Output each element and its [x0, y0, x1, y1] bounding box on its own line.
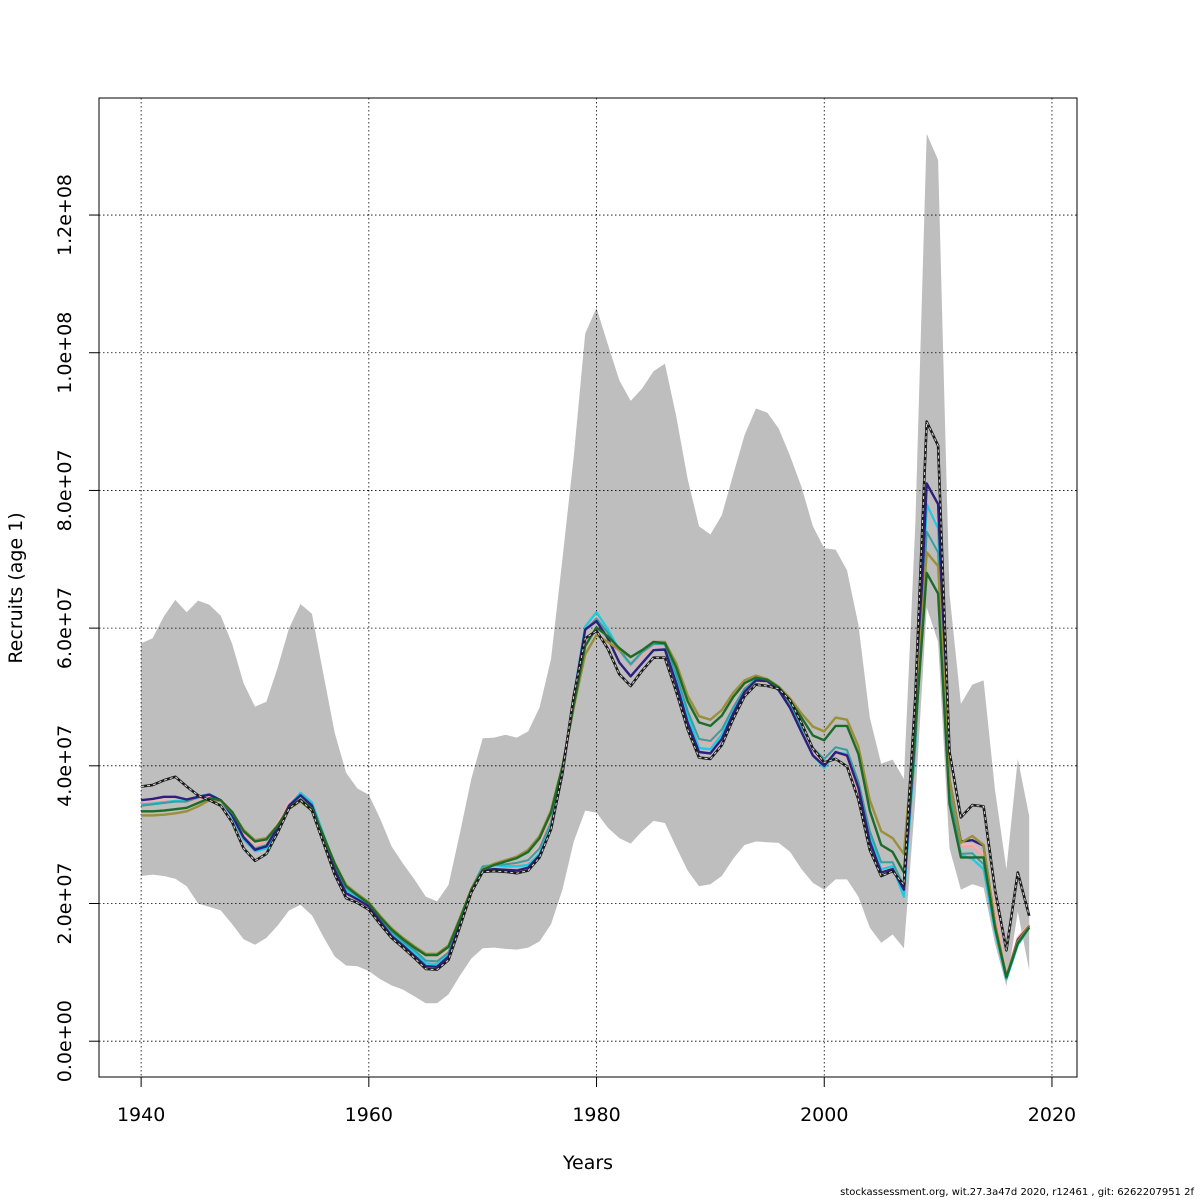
x-tick-label: 2020	[1028, 1104, 1076, 1126]
y-tick-label: 2.0e+07	[54, 862, 76, 944]
footer-source: stockassessment.org, wit.27.3a47d 2020, …	[840, 1187, 1194, 1198]
confidence-band	[141, 133, 1030, 1004]
y-tick-label: 0.0e+00	[54, 1000, 76, 1082]
confidence-band-area	[141, 133, 1030, 1004]
x-tick-label: 2000	[800, 1104, 848, 1126]
y-tick-label: 1.2e+08	[54, 174, 76, 256]
y-tick-label: 1.0e+08	[54, 312, 76, 394]
x-tick-label: 1960	[345, 1104, 393, 1126]
x-tick-label: 1940	[117, 1104, 165, 1126]
series-lines	[140, 420, 1031, 981]
y-axis-title: Recruits (age 1)	[5, 512, 27, 663]
x-axis-title: Years	[562, 1152, 613, 1174]
series-line-8-dash	[141, 421, 1030, 971]
x-tick-label: 1980	[572, 1104, 620, 1126]
y-axis: 0.0e+00 2.0e+07 4.0e+07 6.0e+07 8.0e+07 1.0e+…	[54, 174, 100, 1082]
y-tick-label: 4.0e+07	[54, 725, 76, 807]
plot-area	[98, 97, 1078, 1078]
series-line-5	[140, 482, 1031, 979]
y-tick-label: 8.0e+07	[54, 449, 76, 531]
x-axis: 1940 1960 1980 2000 2020	[117, 1076, 1076, 1126]
y-tick-label: 6.0e+07	[54, 587, 76, 669]
grid	[99, 98, 1077, 1077]
